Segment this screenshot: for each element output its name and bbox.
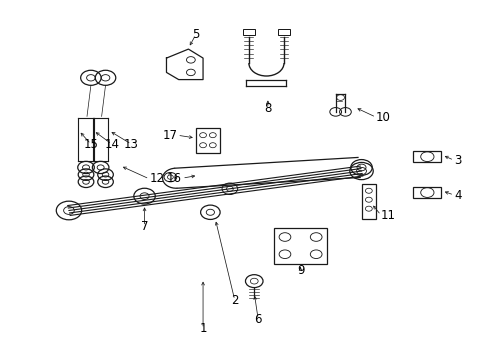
Text: 2: 2 (230, 294, 238, 307)
Text: 11: 11 (380, 209, 395, 222)
Bar (361, 184, 375, 220)
Text: 9: 9 (296, 264, 304, 277)
Text: 1: 1 (199, 322, 206, 335)
Text: 7: 7 (141, 220, 148, 233)
Text: 15: 15 (83, 138, 98, 150)
Bar (277, 29, 290, 36)
Text: 13: 13 (123, 138, 139, 150)
Bar (242, 29, 255, 36)
Text: 16: 16 (167, 172, 182, 185)
Text: 5: 5 (192, 28, 199, 41)
Text: 14: 14 (104, 138, 119, 150)
Bar (195, 128, 220, 153)
Text: 17: 17 (162, 129, 177, 142)
Text: 6: 6 (254, 312, 262, 326)
Text: 10: 10 (375, 111, 390, 124)
Text: 4: 4 (453, 189, 461, 202)
Bar (412, 151, 441, 162)
Bar (412, 187, 441, 198)
Text: 12: 12 (149, 172, 164, 185)
Bar (273, 228, 327, 264)
Text: 8: 8 (264, 102, 271, 115)
Text: 3: 3 (453, 154, 461, 167)
